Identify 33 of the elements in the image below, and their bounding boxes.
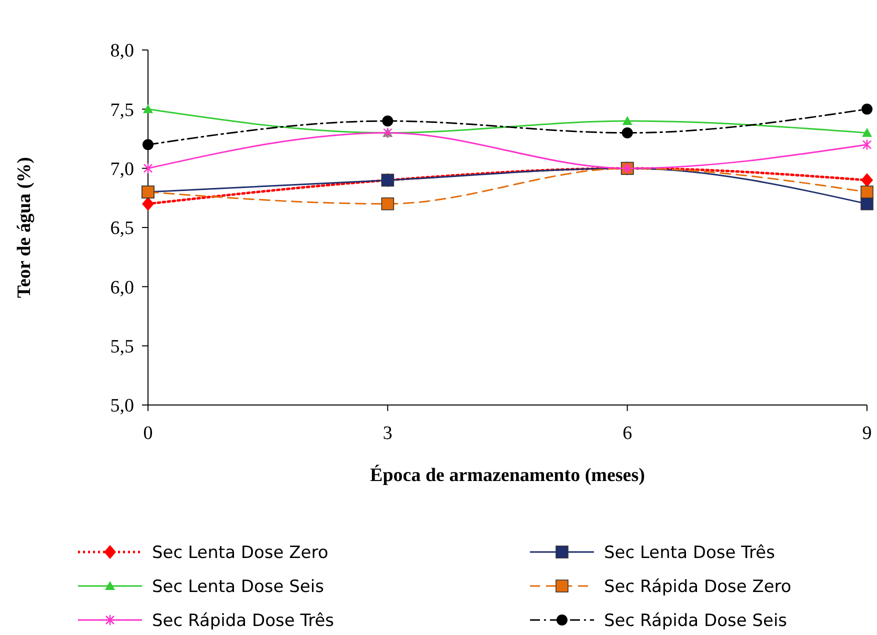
x-tick-label: 0	[143, 423, 153, 444]
legend-label: Sec Lenta Dose Seis	[152, 576, 324, 597]
y-tick-label: 8,0	[110, 40, 134, 62]
x-tick-label: 6	[622, 423, 632, 444]
y-tick-label: 5,5	[110, 336, 134, 358]
point	[142, 196, 154, 211]
point	[381, 197, 394, 210]
point	[861, 173, 873, 188]
point	[862, 139, 872, 150]
legend-label: Sec Rápida Dose Zero	[604, 576, 792, 597]
legend-label: Sec Rápida Dose Três	[152, 610, 334, 631]
y-tick-label: 7,0	[110, 158, 134, 180]
point	[142, 139, 154, 150]
y-tick-label: 7,5	[110, 100, 134, 121]
x-axis-title: Época de armazenamento (meses)	[370, 464, 645, 486]
x-tick-label: 3	[382, 423, 392, 444]
point	[622, 116, 632, 125]
legend-label: Sec Lenta Dose Três	[604, 542, 776, 563]
y-axis-title: Teor de água (%)	[14, 157, 35, 298]
y-tick-label: 6,5	[110, 218, 134, 240]
legend-label: Sec Rápida Dose Seis	[604, 610, 788, 631]
x-tick-label: 9	[862, 423, 872, 444]
point	[143, 104, 153, 114]
y-tick-label: 5,0	[110, 396, 134, 417]
point	[862, 104, 872, 115]
legend-label: Sec Lenta Dose Zero	[152, 542, 328, 563]
point	[143, 162, 153, 174]
point	[860, 197, 874, 210]
point	[862, 128, 872, 137]
point	[860, 186, 874, 198]
point	[622, 127, 633, 138]
y-tick-label: 6,0	[110, 277, 134, 298]
point	[382, 116, 394, 126]
